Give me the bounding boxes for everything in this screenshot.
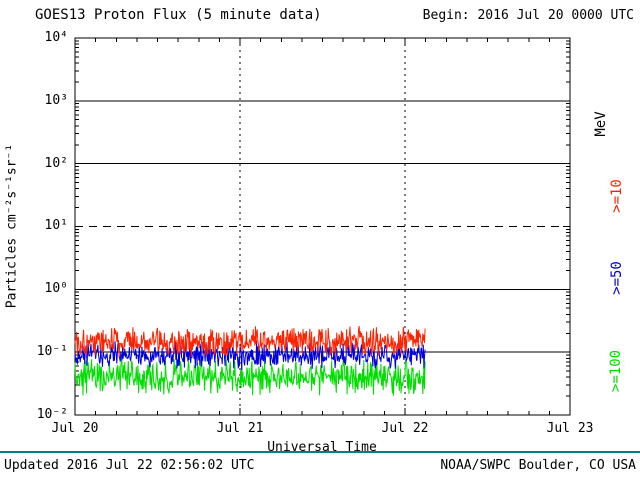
y-tick-label: 10³	[44, 93, 68, 108]
y-tick-label: 10⁴	[44, 30, 68, 45]
y-tick-label: 10⁰	[44, 281, 68, 296]
series-line-100	[74, 358, 426, 396]
begin-time-label: Begin: 2016 Jul 20 0000 UTC	[422, 8, 634, 23]
chart-title: GOES13 Proton Flux (5 minute data)	[35, 7, 322, 23]
x-tick-label: Jul 21	[216, 421, 264, 436]
series-label-ge10: >=10	[609, 179, 625, 213]
series-label-ge50: >=50	[609, 261, 625, 295]
y-tick-label: 10⁻¹	[36, 344, 68, 359]
credit-label: NOAA/SWPC Boulder, CO USA	[440, 458, 636, 473]
series-line-10	[74, 326, 426, 358]
y-tick-label: 10²	[44, 156, 68, 171]
footer-divider	[0, 451, 640, 453]
y-tick-label: 10¹	[44, 218, 68, 233]
plot-series	[74, 326, 426, 396]
updated-timestamp: Updated 2016 Jul 22 02:56:02 UTC	[4, 458, 255, 473]
plot-grid	[74, 37, 571, 416]
x-tick-label: Jul 20	[51, 421, 99, 436]
series-label-ge100: >=100	[608, 349, 624, 393]
x-tick-label: Jul 22	[381, 421, 429, 436]
y-tick-label: 10⁻²	[36, 407, 68, 422]
x-tick-label: Jul 23	[546, 421, 594, 436]
right-axis-unit-label: MeV	[593, 111, 609, 137]
